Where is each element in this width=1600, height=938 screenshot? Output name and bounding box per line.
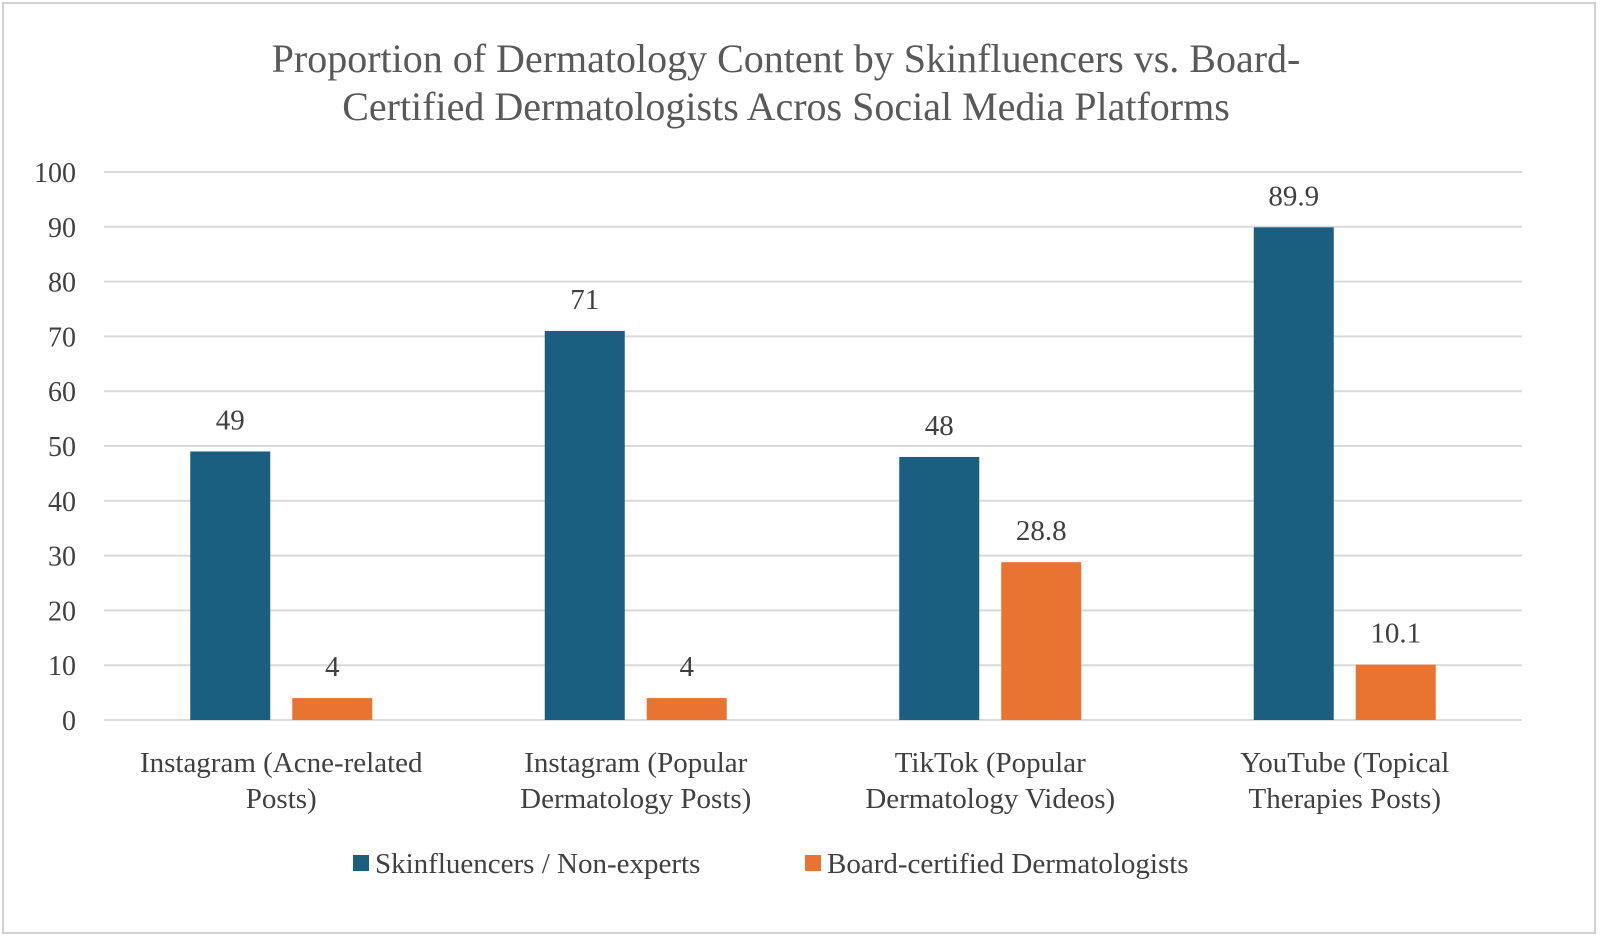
x-category-label: Instagram (Acne-related	[140, 747, 423, 779]
bars	[190, 227, 1436, 720]
bar-skinfluencers	[1253, 227, 1334, 720]
data-labels: 49 4 71 4 48 28.8 89.9 10.1	[216, 180, 1421, 683]
y-tick-label: 40	[48, 487, 76, 518]
bar-dermatologists	[1001, 562, 1082, 720]
bar-skinfluencers	[899, 456, 980, 720]
bar-dermatologists	[646, 698, 727, 720]
legend-swatch-dermatologists	[805, 855, 821, 871]
y-tick-label: 30	[48, 542, 76, 573]
y-tick-label: 10	[48, 651, 76, 682]
y-tick-label: 60	[48, 377, 76, 408]
y-axis-ticks: 0 10 20 30 40 50 60 70 80 90 100	[34, 158, 76, 737]
x-axis-categories: Instagram (Acne-related Posts) Instagram (…	[140, 747, 1449, 815]
chart-title-line: Certified Dermatologists Acros Social Me…	[342, 84, 1230, 129]
legend-label: Board-certified Dermatologists	[827, 848, 1189, 880]
legend-swatch-skinfluencers	[353, 855, 369, 871]
bar-skinfluencers	[190, 451, 271, 720]
bar-skinfluencers	[544, 330, 625, 720]
data-label: 71	[570, 284, 599, 316]
y-tick-label: 90	[48, 213, 76, 244]
x-category-label: Therapies Posts)	[1249, 783, 1442, 815]
x-category-label: Dermatology Videos)	[865, 783, 1115, 815]
gridlines	[104, 171, 1522, 721]
data-label: 10.1	[1370, 618, 1421, 650]
chart: Proportion of Dermatology Content by Ski…	[34, 36, 1522, 880]
x-category-label: Posts)	[246, 783, 317, 815]
x-category-label: Dermatology Posts)	[520, 783, 751, 815]
data-label: 4	[325, 651, 340, 683]
x-category-label: Instagram (Popular	[524, 747, 747, 779]
bar-dermatologists	[1355, 664, 1436, 720]
data-label: 4	[680, 651, 695, 683]
y-tick-label: 100	[34, 158, 76, 189]
chart-title-line: Proportion of Dermatology Content by Ski…	[272, 36, 1301, 81]
y-tick-label: 0	[62, 706, 76, 737]
x-category-label: TikTok (Popular	[895, 747, 1086, 779]
legend-label: Skinfluencers / Non-experts	[375, 848, 700, 880]
y-tick-label: 80	[48, 268, 76, 299]
data-label: 28.8	[1016, 515, 1067, 547]
y-tick-label: 20	[48, 596, 76, 627]
bar-dermatologists	[292, 698, 373, 720]
legend: Skinfluencers / Non-experts Board-certifi…	[353, 848, 1189, 880]
y-tick-label: 50	[48, 432, 76, 463]
data-label: 89.9	[1268, 180, 1319, 212]
chart-title: Proportion of Dermatology Content by Ski…	[272, 36, 1301, 129]
data-label: 48	[925, 410, 954, 442]
data-label: 49	[216, 404, 245, 436]
y-tick-label: 70	[48, 322, 76, 353]
x-category-label: YouTube (Topical	[1240, 747, 1449, 779]
